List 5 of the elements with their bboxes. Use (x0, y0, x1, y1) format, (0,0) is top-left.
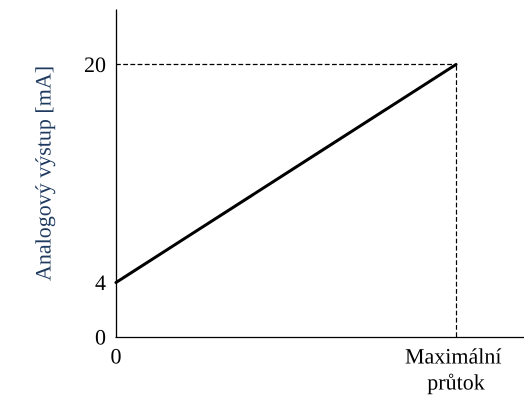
y-tick-label: 0 (95, 324, 106, 350)
y-axis-title: Analogový výstup [mA] (30, 66, 56, 282)
y-tick-label: 4 (95, 270, 106, 295)
y-tick-label: 20 (84, 52, 106, 77)
x-tick-label: Maximální průtok (404, 344, 508, 394)
